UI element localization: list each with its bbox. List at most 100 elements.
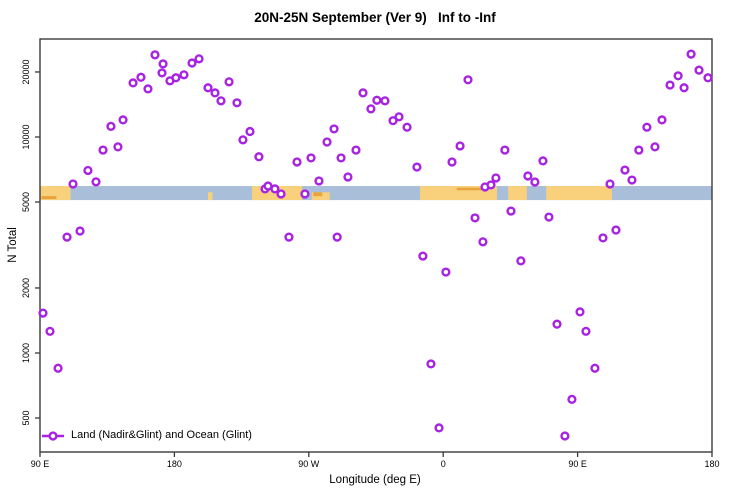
y-axis-tick-label: 10000 bbox=[21, 124, 31, 149]
data-point bbox=[523, 171, 533, 181]
x-axis-tick-label: 180 bbox=[167, 459, 182, 469]
data-point bbox=[418, 251, 428, 261]
data-point bbox=[372, 95, 382, 105]
data-point bbox=[679, 83, 689, 93]
data-point bbox=[506, 206, 516, 216]
data-point bbox=[203, 83, 213, 93]
data-point bbox=[254, 152, 264, 162]
data-point bbox=[322, 137, 332, 147]
data-point bbox=[62, 232, 72, 242]
data-point bbox=[238, 135, 248, 145]
map-band-land-segment bbox=[508, 186, 527, 201]
data-point bbox=[75, 226, 85, 236]
data-point bbox=[581, 326, 591, 336]
data-point bbox=[538, 156, 548, 166]
data-point bbox=[486, 180, 496, 190]
y-axis-tick-label: 5000 bbox=[21, 192, 31, 212]
data-point bbox=[380, 96, 390, 106]
data-point bbox=[552, 319, 562, 329]
data-point bbox=[270, 184, 280, 194]
map-band-land-segment bbox=[546, 186, 612, 201]
x-axis-tick-label: 90 W bbox=[298, 459, 320, 469]
data-point bbox=[232, 98, 242, 108]
legend-marker-point bbox=[48, 431, 58, 441]
data-point bbox=[575, 307, 585, 317]
data-point bbox=[194, 54, 204, 64]
data-point bbox=[366, 104, 376, 114]
data-point bbox=[441, 267, 451, 277]
data-point bbox=[53, 363, 63, 373]
map-band-land-detail bbox=[456, 187, 483, 191]
data-point bbox=[158, 59, 168, 69]
data-point bbox=[343, 172, 353, 182]
data-point bbox=[590, 363, 600, 373]
data-point bbox=[611, 225, 621, 235]
data-point bbox=[394, 112, 404, 122]
data-point bbox=[605, 179, 615, 189]
data-point bbox=[83, 165, 93, 176]
data-point bbox=[388, 116, 398, 126]
data-point bbox=[171, 73, 181, 83]
data-point bbox=[38, 308, 48, 318]
y-axis-tick-label: 1000 bbox=[21, 343, 31, 363]
data-point bbox=[336, 153, 346, 163]
data-point bbox=[530, 177, 540, 187]
data-point bbox=[98, 145, 108, 155]
data-point bbox=[516, 256, 526, 266]
data-point bbox=[210, 88, 220, 98]
data-point bbox=[455, 141, 465, 151]
data-point bbox=[329, 124, 339, 134]
data-point bbox=[332, 232, 342, 242]
data-point bbox=[463, 75, 473, 85]
data-point bbox=[627, 175, 637, 185]
data-point bbox=[402, 122, 412, 132]
legend-label: Land (Nadir&Glint) and Ocean (Glint) bbox=[71, 429, 252, 441]
data-point bbox=[292, 157, 302, 167]
data-point bbox=[187, 58, 197, 68]
data-point bbox=[276, 189, 286, 199]
data-point bbox=[157, 68, 167, 78]
y-axis-tick-label: 2000 bbox=[21, 278, 31, 298]
data-point bbox=[447, 157, 457, 167]
data-point bbox=[470, 213, 480, 223]
data-point bbox=[314, 176, 324, 186]
data-point bbox=[412, 162, 422, 172]
data-point bbox=[143, 84, 153, 94]
data-point bbox=[650, 142, 660, 152]
data-point bbox=[491, 173, 501, 183]
data-point bbox=[694, 65, 704, 75]
x-axis-tick-label: 0 bbox=[441, 459, 446, 469]
data-point bbox=[45, 326, 55, 336]
map-band-land-detail bbox=[313, 192, 323, 197]
data-point bbox=[150, 50, 160, 60]
map-band-land-segment bbox=[311, 192, 330, 201]
data-point bbox=[68, 179, 78, 189]
data-point bbox=[91, 177, 101, 187]
data-point bbox=[224, 77, 234, 87]
data-point bbox=[673, 71, 683, 81]
data-point bbox=[567, 394, 577, 404]
data-point bbox=[657, 115, 667, 125]
data-point bbox=[106, 121, 116, 131]
y-axis-tick-label: 20000 bbox=[21, 59, 31, 84]
data-point bbox=[634, 145, 644, 155]
data-point bbox=[642, 122, 652, 132]
data-point bbox=[665, 80, 675, 90]
data-point bbox=[179, 70, 189, 80]
data-point bbox=[478, 237, 488, 247]
data-point bbox=[245, 126, 255, 137]
data-point bbox=[686, 49, 696, 59]
chart-title: 20N-25N September (Ver 9) Inf to -Inf bbox=[254, 10, 496, 25]
data-point bbox=[620, 165, 630, 175]
data-point bbox=[560, 431, 570, 441]
data-point bbox=[434, 423, 444, 433]
y-axis-tick-label: 500 bbox=[21, 411, 31, 426]
data-point bbox=[703, 73, 713, 83]
data-point bbox=[306, 153, 316, 163]
data-point bbox=[128, 78, 138, 88]
data-point bbox=[136, 72, 146, 82]
x-axis-tick-label: 90 E bbox=[31, 459, 50, 469]
data-point bbox=[358, 88, 368, 98]
